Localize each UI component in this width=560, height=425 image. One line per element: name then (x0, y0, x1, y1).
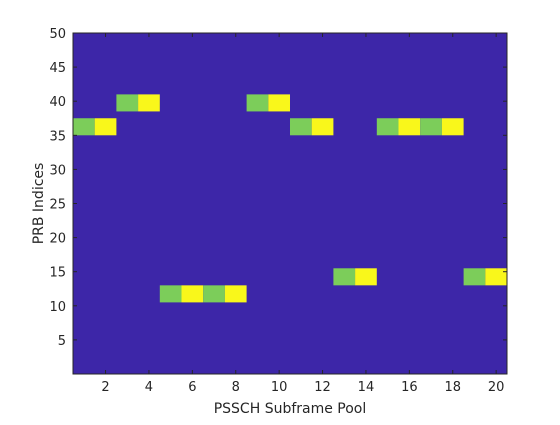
y-axis-label: PRB Indices (31, 163, 47, 245)
heatmap-cell-3 (116, 94, 139, 112)
x-axis-label: PSSCH Subframe Pool (214, 401, 367, 417)
x-tick-label: 12 (314, 380, 331, 395)
heatmap-cell-16 (398, 118, 421, 136)
x-tick-label: 16 (401, 380, 418, 395)
x-tick-label: 14 (358, 380, 375, 395)
y-tick-label: 5 (58, 334, 66, 349)
y-tick-label: 20 (49, 232, 66, 247)
heatmap-cell-15 (376, 118, 399, 136)
x-tick-label: 10 (271, 380, 288, 395)
heatmap-cell-9 (246, 94, 269, 112)
y-tick-label: 50 (49, 27, 66, 42)
plot-area (73, 33, 507, 374)
y-tick-label: 15 (49, 266, 66, 281)
heatmap-cell-11 (290, 118, 312, 136)
heatmap-cells (73, 94, 507, 303)
heatmap-cell-4 (138, 94, 160, 112)
heatmap-cell-18 (441, 118, 464, 136)
heatmap-cell-2 (94, 118, 117, 136)
y-tick-label: 25 (49, 198, 66, 213)
y-tick-label: 30 (49, 163, 66, 178)
y-tick-label: 35 (49, 129, 66, 144)
heatmap-cell-20 (485, 268, 507, 286)
heatmap-cell-14 (355, 268, 377, 286)
x-tick-label: 4 (145, 380, 153, 395)
heatmap-cell-10 (268, 94, 290, 112)
axis-ticks: 2 4 6 8 10 12 14 16 18 20 5 10 15 20 25 30 35 40 45 50 (49, 27, 507, 395)
heatmap-cell-6 (181, 285, 204, 303)
heatmap-cell-13 (333, 268, 356, 286)
x-tick-label: 6 (188, 380, 196, 395)
heatmap-cell-12 (311, 118, 334, 136)
heatmap-cell-1 (73, 118, 95, 136)
y-tick-label: 40 (49, 95, 66, 110)
heatmap-cell-17 (420, 118, 442, 136)
x-tick-label: 8 (232, 380, 240, 395)
heatmap-cell-19 (463, 268, 486, 286)
x-tick-label: 20 (488, 380, 505, 395)
y-tick-label: 10 (49, 300, 66, 315)
x-tick-label: 2 (101, 380, 109, 395)
heatmap-cell-8 (224, 285, 247, 303)
heatmap-cell-5 (159, 285, 182, 303)
heatmap-cell-7 (203, 285, 225, 303)
x-tick-label: 18 (444, 380, 461, 395)
y-tick-label: 45 (49, 61, 66, 76)
